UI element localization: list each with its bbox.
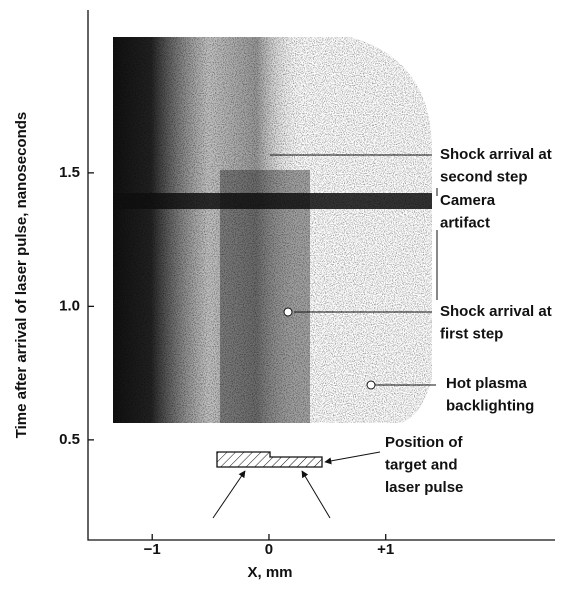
y-tick-label: 1.0 xyxy=(59,297,80,314)
annotation: backlighting xyxy=(446,397,534,414)
y-axis-label: Time after arrival of laser pulse, nanos… xyxy=(13,112,30,439)
axes xyxy=(87,10,555,541)
y-tick-label: 1.5 xyxy=(59,164,80,181)
annotation: laser pulse xyxy=(385,479,463,496)
x-tick-label: −1 xyxy=(144,541,161,558)
annotation: Position of xyxy=(385,434,463,451)
annotation: Hot plasma xyxy=(446,375,528,392)
annotation: Shock arrival at xyxy=(440,146,552,163)
y-tick-label: 0.5 xyxy=(59,431,80,448)
annotation: Shock arrival at xyxy=(440,303,552,320)
annotation: second step xyxy=(440,168,528,185)
streak-photo xyxy=(113,37,432,423)
x-tick-label: +1 xyxy=(377,541,394,558)
x-tick-label: 0 xyxy=(265,541,273,558)
annotation: artifact xyxy=(440,214,490,231)
x-axis-label: X, mm xyxy=(247,564,292,581)
annotation: first step xyxy=(440,325,503,342)
annotation: target and xyxy=(385,456,458,473)
annotation-lines xyxy=(212,154,438,519)
annotation: Camera xyxy=(440,192,496,209)
